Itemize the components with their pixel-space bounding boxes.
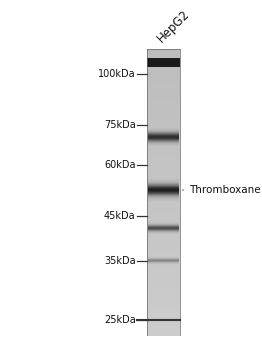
Text: 35kDa: 35kDa: [104, 256, 135, 266]
Text: 100kDa: 100kDa: [98, 69, 135, 79]
Text: Thromboxane synthase: Thromboxane synthase: [183, 185, 262, 195]
Text: 60kDa: 60kDa: [104, 160, 135, 170]
Text: 25kDa: 25kDa: [104, 315, 135, 326]
Text: 75kDa: 75kDa: [104, 120, 135, 130]
Text: HepG2: HepG2: [154, 7, 192, 45]
Text: 45kDa: 45kDa: [104, 211, 135, 221]
